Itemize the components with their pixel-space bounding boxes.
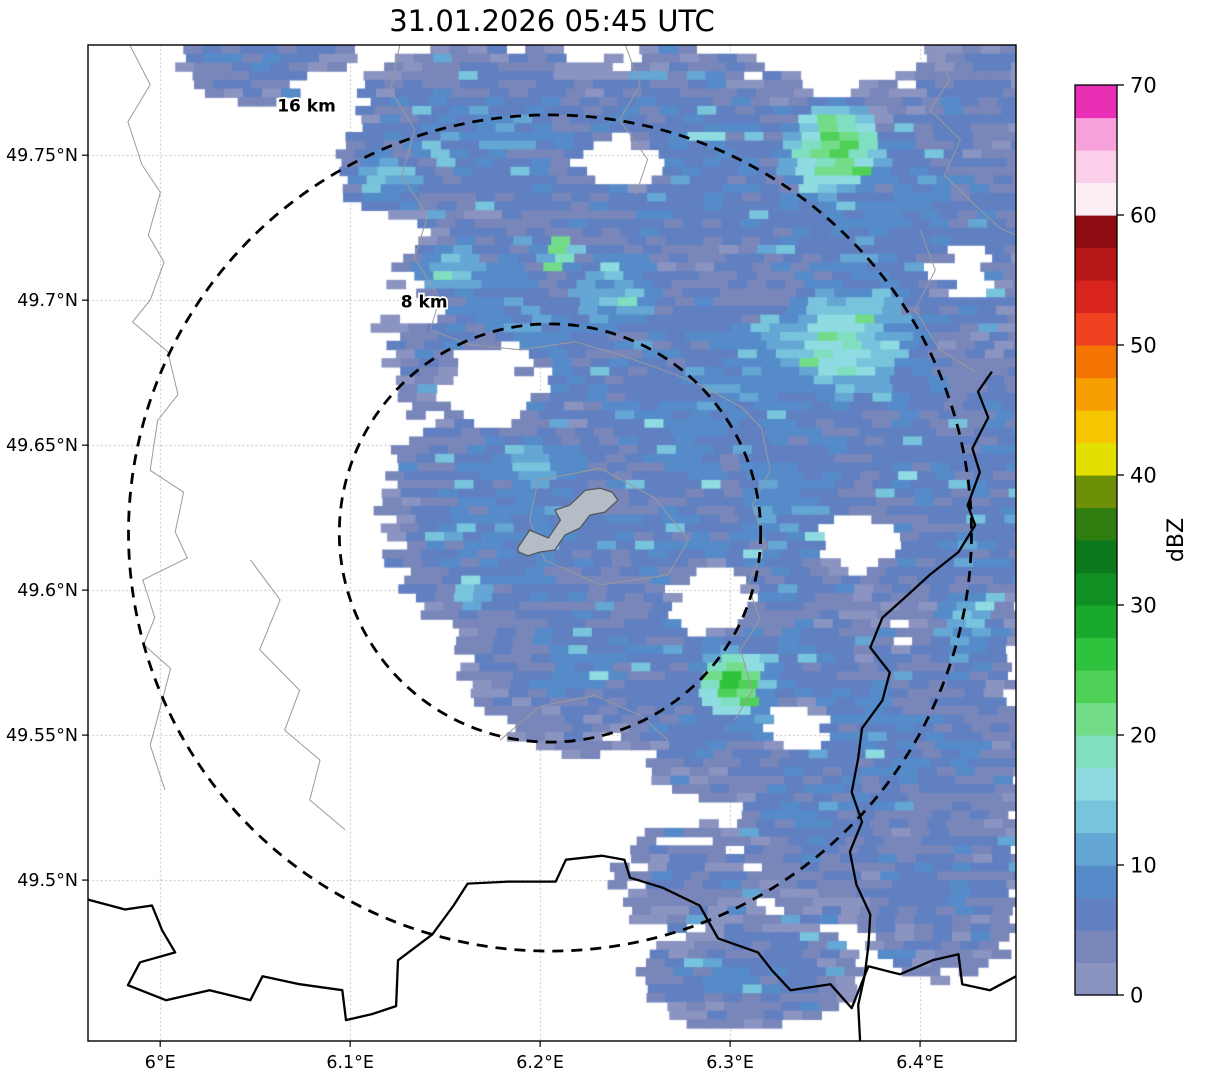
colorbar-segment [1075, 767, 1117, 801]
colorbar-segment [1075, 345, 1117, 379]
colorbar-segment [1075, 377, 1117, 411]
colorbar-tick-label: 0 [1130, 984, 1143, 1008]
y-tick-label: 49.5°N [17, 871, 78, 891]
range-ring-label: 16 km [277, 97, 336, 117]
y-tick-label: 49.55°N [6, 726, 78, 746]
colorbar-segment [1075, 702, 1117, 736]
range-ring-8km [337, 322, 763, 744]
colorbar-segment [1075, 150, 1117, 184]
range-ring-label: 8 km [401, 292, 448, 312]
colorbar-tick-label: 40 [1130, 464, 1157, 488]
colorbar-segment [1075, 215, 1117, 249]
colorbar-segment [1075, 865, 1117, 899]
colorbar-segment [1075, 637, 1117, 671]
colorbar-segment [1075, 280, 1117, 314]
colorbar: 0 10 20 30 40 50 60 70 dBZ [1074, 74, 1189, 1008]
y-tick-label: 49.6°N [17, 581, 78, 601]
colorbar-segment [1075, 832, 1117, 866]
colorbar-frame [1074, 84, 1118, 996]
admin-border-line [529, 467, 689, 586]
colorbar-segment [1075, 85, 1117, 119]
admin-border-line [619, 44, 649, 196]
colorbar-segment [1075, 182, 1117, 216]
colorbar-segment [1075, 475, 1117, 509]
colorbar-segment [1075, 605, 1117, 639]
x-tick-label: 6.1°E [326, 1053, 374, 1073]
colorbar-tick-label: 10 [1130, 854, 1157, 878]
colorbar-segment [1075, 897, 1117, 931]
plot-frame [87, 44, 1017, 1042]
x-tick-label: 6°E [145, 1053, 176, 1073]
colorbar-tick-label: 70 [1130, 74, 1157, 98]
colorbar-tick-label: 20 [1130, 724, 1157, 748]
x-tick-label: 6.4°E [896, 1053, 944, 1073]
colorbar-segment [1075, 410, 1117, 444]
y-tick-label: 49.65°N [6, 436, 78, 456]
colorbar-tick-label: 30 [1130, 594, 1157, 618]
y-tick-label: 49.75°N [6, 146, 78, 166]
country-border-line [848, 371, 993, 1042]
colorbar-segment [1075, 247, 1117, 281]
colorbar-segment [1075, 312, 1117, 346]
colorbar-segment [1075, 800, 1117, 834]
y-tick-label: 49.7°N [17, 291, 78, 311]
colorbar-segment [1075, 117, 1117, 151]
admin-border-line [929, 44, 1017, 236]
x-tick-label: 6.2°E [516, 1053, 564, 1073]
admin-border-line [734, 428, 771, 721]
x-tick-label: 6.3°E [706, 1053, 754, 1073]
colorbar-segment [1075, 735, 1117, 769]
colorbar-segment [1075, 507, 1117, 541]
colorbar-tick-label: 50 [1130, 334, 1157, 358]
colorbar-segment [1075, 962, 1117, 996]
range-ring-16km [127, 113, 973, 953]
admin-border-line [249, 559, 346, 831]
colorbar-segment [1075, 930, 1117, 964]
admin-border-line [390, 44, 763, 429]
colorbar-axis-label: dBZ [1164, 518, 1189, 562]
admin-border-line [127, 44, 188, 791]
colorbar-segment [1075, 670, 1117, 704]
colorbar-segment [1075, 540, 1117, 574]
colorbar-segment [1075, 572, 1117, 606]
country-border-line [87, 854, 1017, 1022]
admin-border-line [914, 230, 976, 373]
colorbar-tick-label: 60 [1130, 204, 1157, 228]
plot-title: 31.01.2026 05:45 UTC [389, 4, 715, 38]
colorbar-segment [1075, 442, 1117, 476]
admin-border-line [499, 694, 669, 741]
city-outline [517, 487, 619, 557]
